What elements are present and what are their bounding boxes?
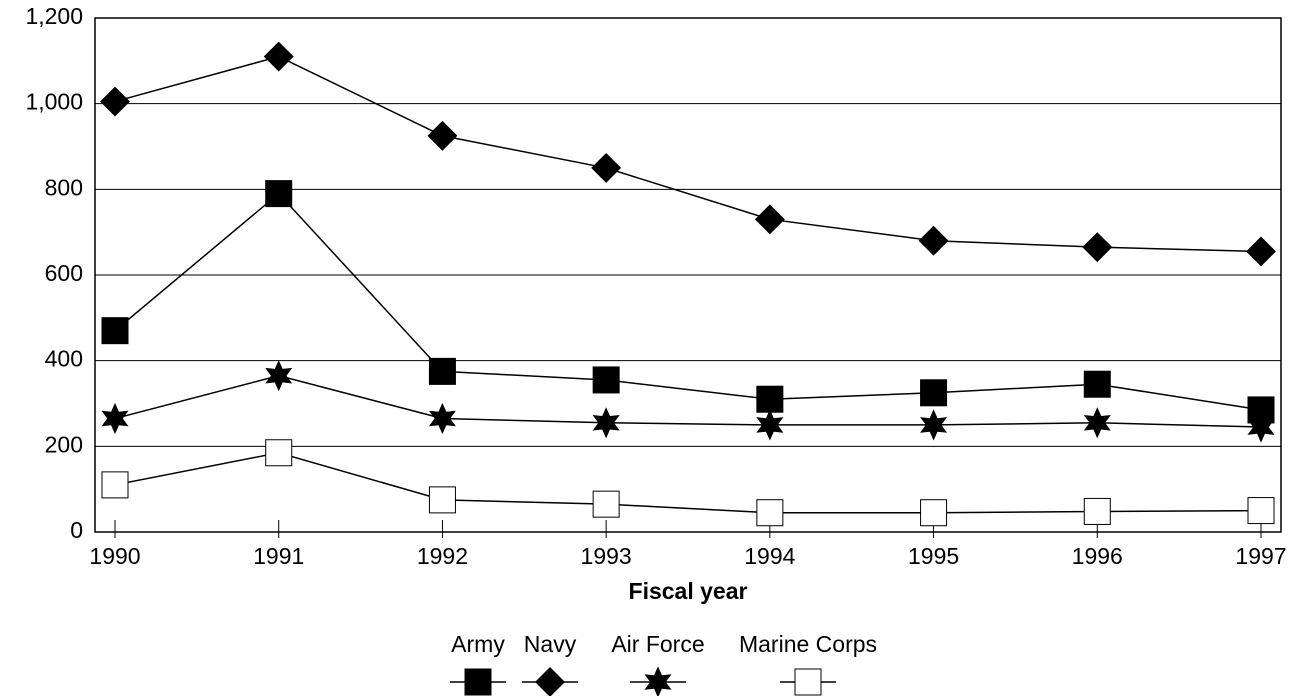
y-tick-label: 0 bbox=[70, 517, 83, 543]
marker bbox=[265, 360, 293, 392]
marker bbox=[1246, 236, 1276, 267]
marker bbox=[428, 486, 456, 514]
marker bbox=[428, 402, 456, 435]
marker bbox=[1082, 232, 1113, 263]
legend-label: Army bbox=[451, 631, 505, 657]
marker bbox=[920, 499, 948, 527]
y-tick-label: 600 bbox=[45, 260, 83, 286]
marker bbox=[754, 204, 785, 235]
marker bbox=[756, 385, 784, 413]
marker bbox=[1083, 407, 1111, 439]
marker bbox=[265, 180, 293, 208]
marker bbox=[101, 317, 129, 345]
series-line bbox=[114, 374, 1262, 428]
marker bbox=[592, 407, 620, 439]
x-tick-label: 1996 bbox=[1072, 543, 1123, 569]
marker bbox=[1083, 370, 1111, 398]
marker bbox=[100, 86, 130, 117]
y-tick-label: 800 bbox=[45, 174, 83, 200]
marker bbox=[920, 379, 948, 407]
legend-label: Navy bbox=[524, 631, 577, 657]
x-tick-label: 1991 bbox=[253, 543, 304, 569]
series-line bbox=[114, 451, 1262, 514]
marker bbox=[592, 490, 620, 518]
marker bbox=[1083, 497, 1111, 525]
marker bbox=[591, 152, 622, 183]
marker bbox=[592, 366, 620, 394]
y-tick-label: 1,000 bbox=[25, 89, 83, 115]
x-tick-label: 1992 bbox=[417, 543, 468, 569]
marker bbox=[918, 225, 949, 256]
marker bbox=[101, 402, 129, 435]
legend-label: Air Force bbox=[611, 631, 704, 657]
marker bbox=[265, 439, 293, 467]
plot-frame bbox=[94, 17, 1282, 533]
legend-label: Marine Corps bbox=[739, 631, 877, 657]
series-line bbox=[114, 55, 1262, 253]
x-tick-label: 1997 bbox=[1235, 543, 1286, 569]
legend-marker bbox=[644, 666, 672, 696]
series-line bbox=[114, 192, 1262, 411]
legend-marker bbox=[464, 668, 492, 696]
legend-marker bbox=[794, 668, 822, 696]
marker bbox=[756, 499, 784, 527]
marker bbox=[1247, 497, 1275, 525]
legend-marker bbox=[535, 667, 565, 696]
marker bbox=[428, 357, 456, 385]
marker bbox=[263, 41, 294, 72]
x-tick-label: 1994 bbox=[744, 543, 795, 569]
x-tick-label: 1993 bbox=[581, 543, 632, 569]
marker bbox=[101, 471, 129, 499]
x-axis-title: Fiscal year bbox=[629, 578, 748, 604]
y-tick-label: 200 bbox=[45, 431, 83, 457]
x-tick-label: 1990 bbox=[89, 543, 140, 569]
x-tick-label: 1995 bbox=[908, 543, 959, 569]
marker bbox=[1247, 411, 1275, 443]
y-tick-label: 1,200 bbox=[25, 3, 83, 29]
marker bbox=[756, 409, 784, 441]
marker bbox=[920, 409, 948, 441]
y-tick-label: 400 bbox=[45, 346, 83, 372]
marker bbox=[427, 120, 458, 151]
